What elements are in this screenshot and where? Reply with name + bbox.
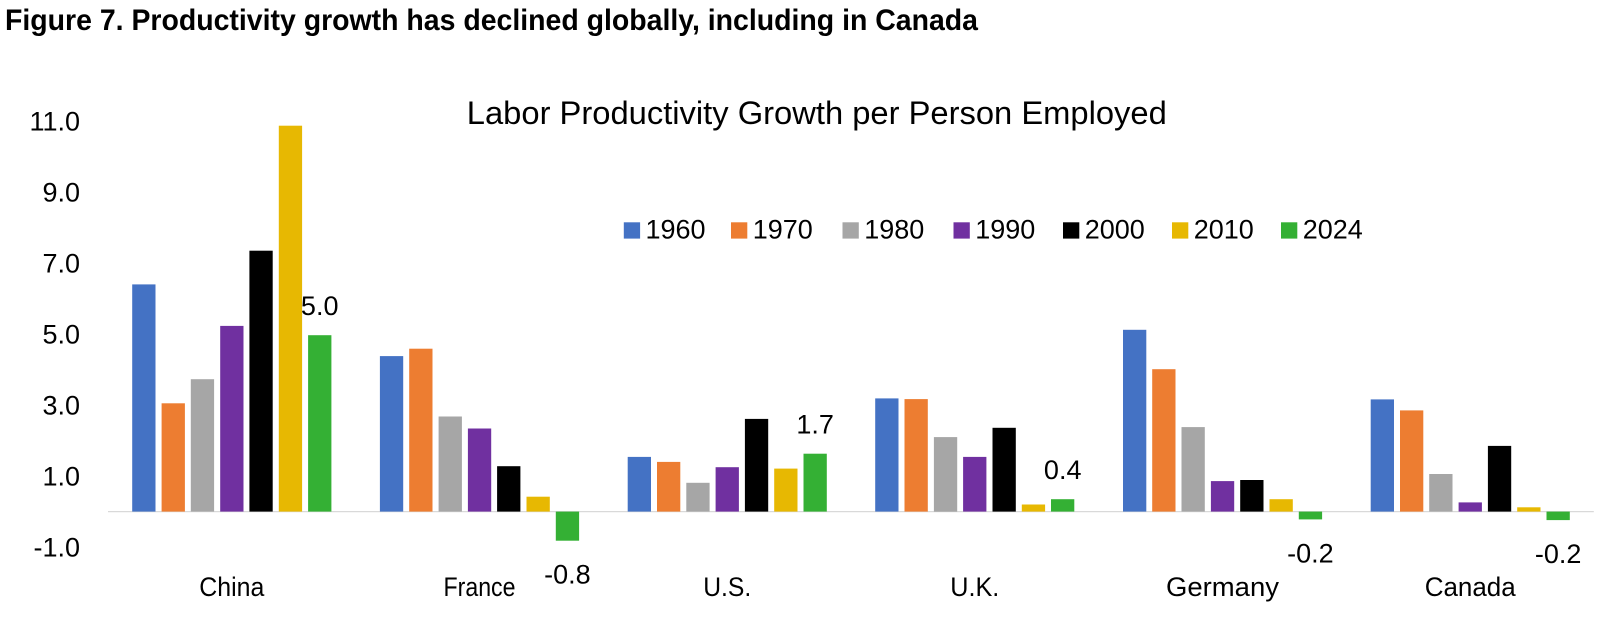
svg-text:France: France <box>444 572 516 602</box>
svg-text:2024: 2024 <box>1303 215 1363 245</box>
svg-text:9.0: 9.0 <box>42 178 80 208</box>
svg-text:7.0: 7.0 <box>42 249 80 279</box>
svg-text:China: China <box>199 572 265 602</box>
svg-text:1960: 1960 <box>646 215 706 245</box>
svg-text:3.0: 3.0 <box>42 391 80 421</box>
svg-text:0.4: 0.4 <box>1044 455 1082 485</box>
svg-text:-0.8: -0.8 <box>544 560 591 590</box>
svg-text:U.K.: U.K. <box>950 572 999 602</box>
svg-text:2000: 2000 <box>1085 215 1145 245</box>
svg-text:Germany: Germany <box>1166 572 1279 602</box>
svg-text:Labor Productivity Growth per: Labor Productivity Growth per Person Emp… <box>467 95 1167 131</box>
svg-text:-1.0: -1.0 <box>33 533 80 563</box>
svg-text:5.0: 5.0 <box>301 291 339 321</box>
svg-text:11.0: 11.0 <box>29 107 80 137</box>
svg-text:1.7: 1.7 <box>796 410 834 440</box>
svg-text:-0.2: -0.2 <box>1535 539 1582 569</box>
svg-text:-0.2: -0.2 <box>1287 538 1334 568</box>
svg-text:2010: 2010 <box>1194 215 1254 245</box>
svg-text:U.S.: U.S. <box>703 572 751 602</box>
svg-text:1970: 1970 <box>753 215 813 245</box>
svg-text:Canada: Canada <box>1425 572 1517 602</box>
svg-text:1990: 1990 <box>975 215 1035 245</box>
svg-text:1980: 1980 <box>864 215 924 245</box>
svg-text:Figure 7. Productivity growth: Figure 7. Productivity growth has declin… <box>5 4 978 37</box>
svg-text:5.0: 5.0 <box>42 320 80 350</box>
svg-text:1.0: 1.0 <box>42 462 80 492</box>
